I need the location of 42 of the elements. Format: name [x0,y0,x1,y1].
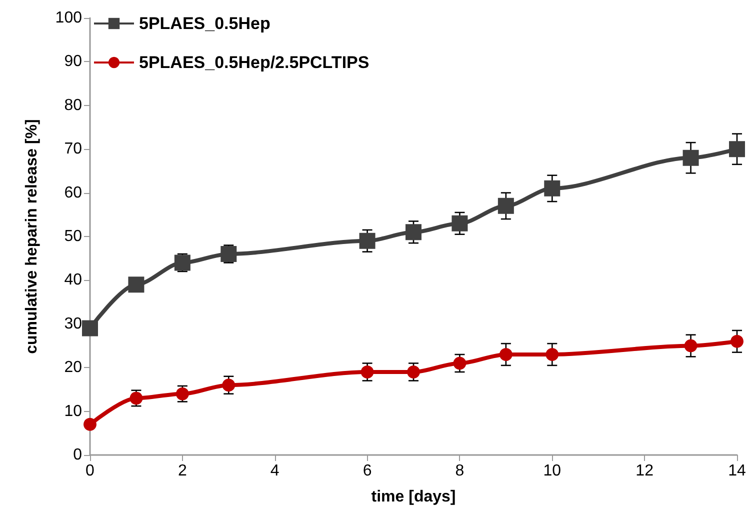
point [682,150,699,166]
y-tick-label: 0 [73,446,82,464]
point [359,232,376,249]
y-tick-label: 40 [64,272,82,289]
x-tick-label: 10 [543,462,562,480]
y-tick-label: 90 [64,53,82,70]
point [730,334,744,348]
y-tick-label: 80 [64,96,82,114]
point [546,348,559,361]
x-tick-label: 4 [270,462,280,480]
point [174,254,190,271]
point [128,276,144,293]
point [544,180,560,196]
y-tick-label: 60 [64,184,82,202]
legend-label: 5PLAES_0.5Hep/2.5PCLTIPS [139,53,370,72]
y-axis-title: cumulative heparin release [%] [24,119,40,354]
x-tick-label: 0 [86,462,95,480]
point [407,365,420,378]
x-tick-label: 2 [178,462,187,480]
point [406,224,422,240]
legend-label: 5PLAES_0.5Hep [139,14,270,33]
x-tick-label: 8 [455,462,464,480]
y-tick-label: 20 [64,359,82,376]
point [453,356,466,370]
point [499,348,512,361]
point [498,198,514,214]
point [222,378,236,392]
point [684,339,698,352]
point [84,418,96,431]
y-tick-label: 70 [64,140,82,158]
x-tick-label: 12 [636,462,654,480]
point [82,320,98,336]
point [360,365,374,378]
y-tick-label: 10 [64,402,82,420]
y-tick-label: 100 [55,10,82,26]
x-axis-title: time [days] [371,488,456,506]
point [452,215,468,232]
x-tick-label: 14 [728,462,746,480]
y-tick-label: 50 [64,228,82,245]
y-tick-label: 30 [64,315,82,332]
x-tick-label: 6 [362,462,372,480]
point [729,141,745,158]
